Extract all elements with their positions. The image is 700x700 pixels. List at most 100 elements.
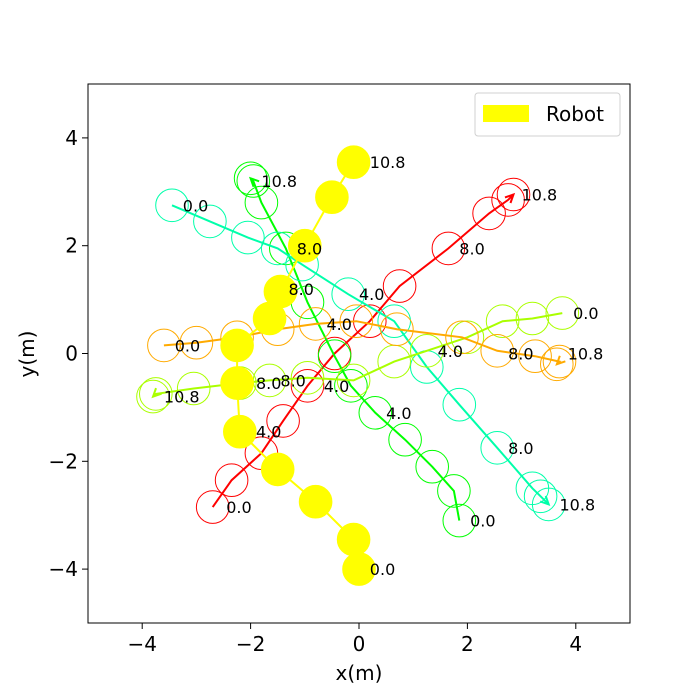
- human-marker: [231, 220, 265, 255]
- robot-marker: [336, 145, 371, 179]
- human-marker: [317, 339, 352, 374]
- human-marker: [377, 304, 412, 339]
- direction-arrow: [539, 495, 551, 507]
- time-label: 8.0: [508, 439, 533, 458]
- time-label: 0.0: [573, 304, 598, 323]
- direction-arrow: [504, 192, 516, 204]
- human-marker: [442, 503, 477, 538]
- human-marker: [480, 334, 515, 368]
- robot-marker: [336, 522, 371, 557]
- y-tick-label: −2: [49, 449, 78, 473]
- time-label: 8.0: [280, 371, 305, 390]
- x-tick-label: 0: [353, 632, 366, 656]
- human-marker: [496, 177, 531, 212]
- human-marker: [442, 387, 477, 422]
- robot-marker: [298, 484, 333, 519]
- human-marker: [380, 312, 414, 347]
- human-marker: [542, 344, 577, 379]
- y-tick-label: −4: [49, 557, 78, 581]
- human-marker: [244, 185, 279, 220]
- legend-box: [474, 92, 621, 137]
- y-tick-label: 4: [65, 126, 78, 150]
- human-marker: [336, 363, 371, 398]
- robot-marker: [260, 452, 295, 487]
- human-marker: [415, 449, 450, 484]
- human-marker: [431, 231, 466, 266]
- human-marker: [155, 188, 189, 223]
- human-marker: [523, 479, 558, 514]
- time-label: 0.0: [226, 498, 251, 517]
- time-label: 0.0: [183, 196, 208, 215]
- human-marker: [388, 422, 422, 457]
- time-label: 10.8: [261, 172, 297, 191]
- x-tick-label: −4: [127, 632, 156, 656]
- time-label: 10.8: [568, 345, 604, 364]
- human-marker: [472, 196, 506, 231]
- time-labels: 0.04.08.08.010.80.04.08.010.80.04.08.010…: [164, 153, 603, 579]
- direction-arrow: [555, 355, 566, 366]
- x-axis-label: x(m): [336, 661, 383, 685]
- time-label: 10.8: [522, 186, 558, 205]
- robot-marker: [223, 414, 257, 449]
- time-label: 8.0: [256, 374, 281, 393]
- y-axis-label: y(m): [15, 331, 39, 378]
- time-label: 10.8: [370, 153, 406, 172]
- robot-marker: [315, 180, 349, 214]
- human-marker: [518, 339, 552, 374]
- time-label: 0.0: [370, 560, 395, 579]
- human-trajectory-line: [249, 177, 461, 521]
- human-marker: [382, 269, 417, 303]
- time-label: 4.0: [327, 315, 352, 334]
- human-series-3: [155, 188, 566, 522]
- time-label: 0.0: [175, 336, 200, 355]
- time-label: 4.0: [386, 404, 411, 423]
- y-tick-label: 0: [65, 342, 78, 366]
- human-marker: [480, 431, 515, 465]
- human-marker: [545, 296, 580, 330]
- human-marker: [450, 320, 485, 355]
- human-marker: [214, 463, 249, 498]
- human-marker: [176, 371, 211, 406]
- robot-marker: [263, 274, 298, 309]
- human-marker: [445, 320, 479, 355]
- robot-series: [220, 145, 376, 586]
- time-label: 10.8: [164, 388, 200, 407]
- human-marker: [233, 161, 268, 196]
- human-marker: [491, 183, 525, 217]
- human-marker: [290, 369, 325, 403]
- human-marker: [136, 379, 170, 414]
- human-marker: [485, 304, 520, 339]
- legend: Robot: [474, 92, 621, 137]
- human-marker: [193, 204, 227, 239]
- human-marker: [339, 304, 374, 339]
- legend-label-robot: Robot: [546, 102, 604, 126]
- time-label: 8.0: [297, 239, 322, 258]
- axis-ticks: −4 −2 0 2 4 −4 −2 0 2 4: [49, 126, 583, 656]
- x-tick-label: 2: [461, 632, 474, 656]
- human-marker: [531, 487, 566, 522]
- human-marker: [266, 404, 300, 438]
- human-marker: [334, 369, 368, 403]
- legend-swatch-robot: [483, 105, 529, 122]
- human-marker: [358, 396, 393, 430]
- human-marker: [139, 377, 173, 411]
- human-marker: [179, 325, 214, 360]
- human-marker: [410, 334, 444, 368]
- human-trajectory-line: [152, 312, 563, 398]
- time-label: 4.0: [438, 342, 463, 361]
- x-tick-label: 4: [569, 632, 582, 656]
- y-tick-label: 2: [65, 234, 78, 258]
- time-label: 8.0: [459, 239, 484, 258]
- human-marker: [195, 490, 230, 524]
- human-marker: [331, 277, 366, 312]
- human-marker: [236, 164, 271, 198]
- human-marker: [437, 474, 471, 508]
- time-label: 10.8: [560, 495, 596, 514]
- plot-area: 0.04.08.08.010.80.04.08.010.80.04.08.010…: [136, 145, 603, 586]
- human-trajectory-line: [171, 204, 550, 506]
- human-series-2: [233, 161, 477, 538]
- time-label: 8.0: [289, 280, 314, 299]
- robot-marker: [288, 228, 322, 263]
- human-marker: [540, 347, 574, 382]
